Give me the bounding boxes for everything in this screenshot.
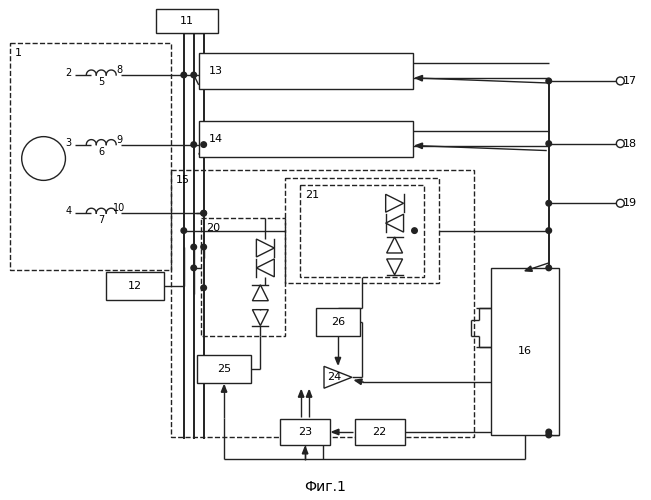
Text: 4: 4 [65,206,72,216]
Text: 19: 19 [623,198,637,208]
Bar [106,272,164,299]
Circle shape [546,200,551,206]
Text: 18: 18 [623,138,637,148]
Bar [300,186,424,277]
Circle shape [191,265,197,270]
Text: 5: 5 [98,77,104,87]
Text: 25: 25 [217,364,231,374]
Circle shape [201,244,206,250]
Bar [171,170,474,437]
Bar [10,43,171,270]
Polygon shape [525,266,533,272]
Polygon shape [355,379,362,384]
Bar [355,419,404,445]
Text: 15: 15 [176,176,190,186]
Bar [316,308,360,336]
Polygon shape [307,390,312,397]
Circle shape [181,72,187,78]
Text: 10: 10 [113,203,125,213]
Circle shape [546,228,551,234]
Text: 1: 1 [15,48,21,58]
Text: 6: 6 [98,146,104,156]
Text: 16: 16 [518,346,532,356]
Bar [201,218,285,336]
Circle shape [411,228,417,234]
Circle shape [191,244,197,250]
Polygon shape [298,390,304,397]
Polygon shape [415,76,422,81]
Circle shape [201,285,206,290]
Text: 21: 21 [305,190,319,200]
Text: 9: 9 [116,134,122,144]
Text: 8: 8 [116,65,122,75]
Text: 20: 20 [206,223,220,233]
Circle shape [181,228,187,234]
Bar [199,120,413,156]
Text: Фиг.1: Фиг.1 [304,480,346,494]
Polygon shape [332,429,339,435]
Polygon shape [221,385,227,392]
Text: 7: 7 [98,215,104,225]
Circle shape [546,432,551,438]
Polygon shape [302,447,308,454]
Bar [197,356,251,384]
Circle shape [191,72,197,78]
Circle shape [546,78,551,84]
Polygon shape [415,143,422,148]
Text: 23: 23 [298,427,312,437]
Text: 3: 3 [65,138,72,147]
Text: 17: 17 [623,76,637,86]
Circle shape [191,142,197,148]
Text: 13: 13 [209,66,223,76]
Circle shape [201,210,206,216]
Circle shape [201,142,206,148]
Text: 11: 11 [180,16,194,26]
Bar [280,419,330,445]
Circle shape [201,210,206,216]
Text: 26: 26 [331,316,345,326]
Bar [199,53,413,89]
Text: 22: 22 [372,427,387,437]
Bar [491,268,559,435]
Circle shape [546,265,551,270]
Text: 12: 12 [128,281,142,291]
Text: 24: 24 [327,372,341,382]
Circle shape [546,141,551,146]
Polygon shape [335,358,340,364]
Circle shape [546,429,551,435]
Bar [156,10,217,33]
Text: 14: 14 [209,134,223,143]
Text: 2: 2 [65,68,72,78]
Bar [285,178,439,283]
